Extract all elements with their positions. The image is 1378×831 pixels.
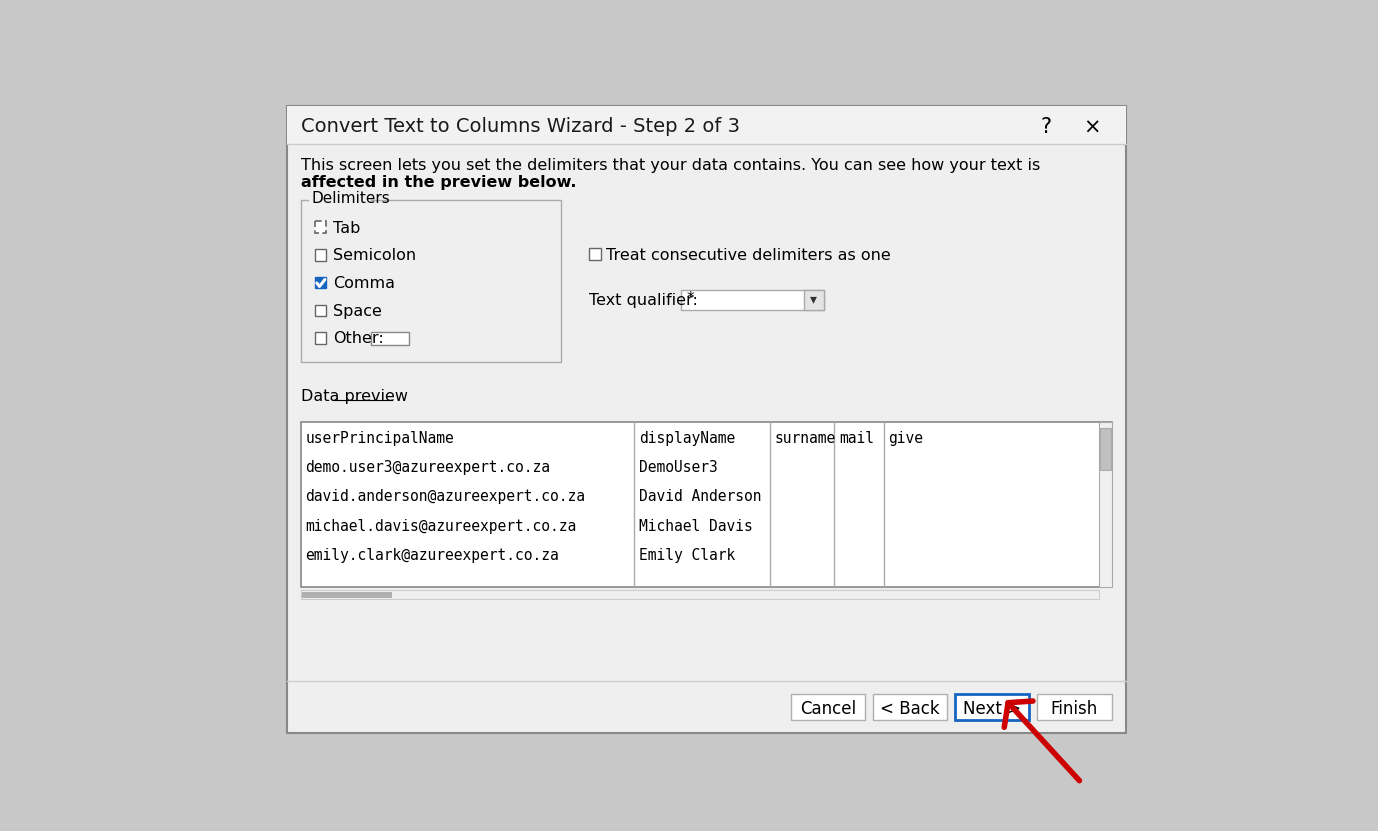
- Bar: [300, 590, 1100, 599]
- Bar: [309, 193, 371, 207]
- Text: userPrincipalName: userPrincipalName: [306, 430, 455, 445]
- Text: Other:: Other:: [332, 332, 383, 347]
- Bar: [791, 694, 865, 720]
- Bar: [314, 304, 327, 316]
- Text: Data preview: Data preview: [300, 389, 408, 404]
- Text: DemoUser3: DemoUser3: [639, 460, 718, 475]
- Text: david.anderson@azureexpert.co.za: david.anderson@azureexpert.co.za: [306, 489, 586, 504]
- Text: displayName: displayName: [639, 430, 734, 445]
- Bar: [314, 332, 327, 344]
- Bar: [955, 694, 1029, 720]
- Text: < Back: < Back: [881, 701, 940, 718]
- Text: ?: ?: [1040, 117, 1051, 137]
- Text: ▾: ▾: [810, 293, 817, 306]
- Text: affected in the preview below.: affected in the preview below.: [300, 175, 576, 190]
- Bar: [314, 221, 327, 233]
- Text: Semicolon: Semicolon: [332, 248, 416, 263]
- Text: Cancel: Cancel: [799, 701, 856, 718]
- Text: Space: Space: [332, 304, 382, 319]
- Text: Michael Davis: Michael Davis: [639, 519, 752, 534]
- Bar: [314, 277, 327, 288]
- Text: Finish: Finish: [1050, 701, 1098, 718]
- Text: Convert Text to Columns Wizard - Step 2 of 3: Convert Text to Columns Wizard - Step 2 …: [300, 117, 740, 136]
- Text: Next >: Next >: [963, 701, 1021, 718]
- Bar: [1100, 428, 1111, 470]
- Bar: [302, 592, 391, 598]
- Bar: [681, 290, 824, 310]
- Bar: [1100, 421, 1112, 588]
- Bar: [300, 199, 561, 361]
- Bar: [287, 106, 1126, 734]
- Text: surname: surname: [774, 430, 835, 445]
- Text: demo.user3@azureexpert.co.za: demo.user3@azureexpert.co.za: [306, 460, 551, 475]
- Text: emily.clark@azureexpert.co.za: emily.clark@azureexpert.co.za: [306, 548, 559, 563]
- Text: This screen lets you set the delimiters that your data contains. You can see how: This screen lets you set the delimiters …: [300, 158, 1040, 173]
- Text: Delimiters: Delimiters: [311, 191, 390, 206]
- Text: Text qualifier:: Text qualifier:: [590, 293, 699, 308]
- Bar: [372, 332, 409, 345]
- Text: Tab: Tab: [332, 220, 360, 236]
- Bar: [300, 421, 1112, 588]
- Text: michael.davis@azureexpert.co.za: michael.davis@azureexpert.co.za: [306, 519, 577, 534]
- Bar: [287, 106, 1126, 145]
- Bar: [590, 248, 601, 260]
- Text: mail: mail: [839, 430, 874, 445]
- Text: Emily Clark: Emily Clark: [639, 548, 734, 563]
- Bar: [803, 290, 824, 310]
- Bar: [314, 249, 327, 261]
- Text: ×: ×: [1083, 117, 1101, 137]
- Text: Treat consecutive delimiters as one: Treat consecutive delimiters as one: [606, 248, 892, 263]
- Bar: [1038, 694, 1112, 720]
- Bar: [872, 694, 947, 720]
- Text: *: *: [686, 291, 695, 306]
- Text: Comma: Comma: [332, 276, 394, 291]
- Text: give: give: [889, 430, 923, 445]
- Text: David Anderson: David Anderson: [639, 489, 761, 504]
